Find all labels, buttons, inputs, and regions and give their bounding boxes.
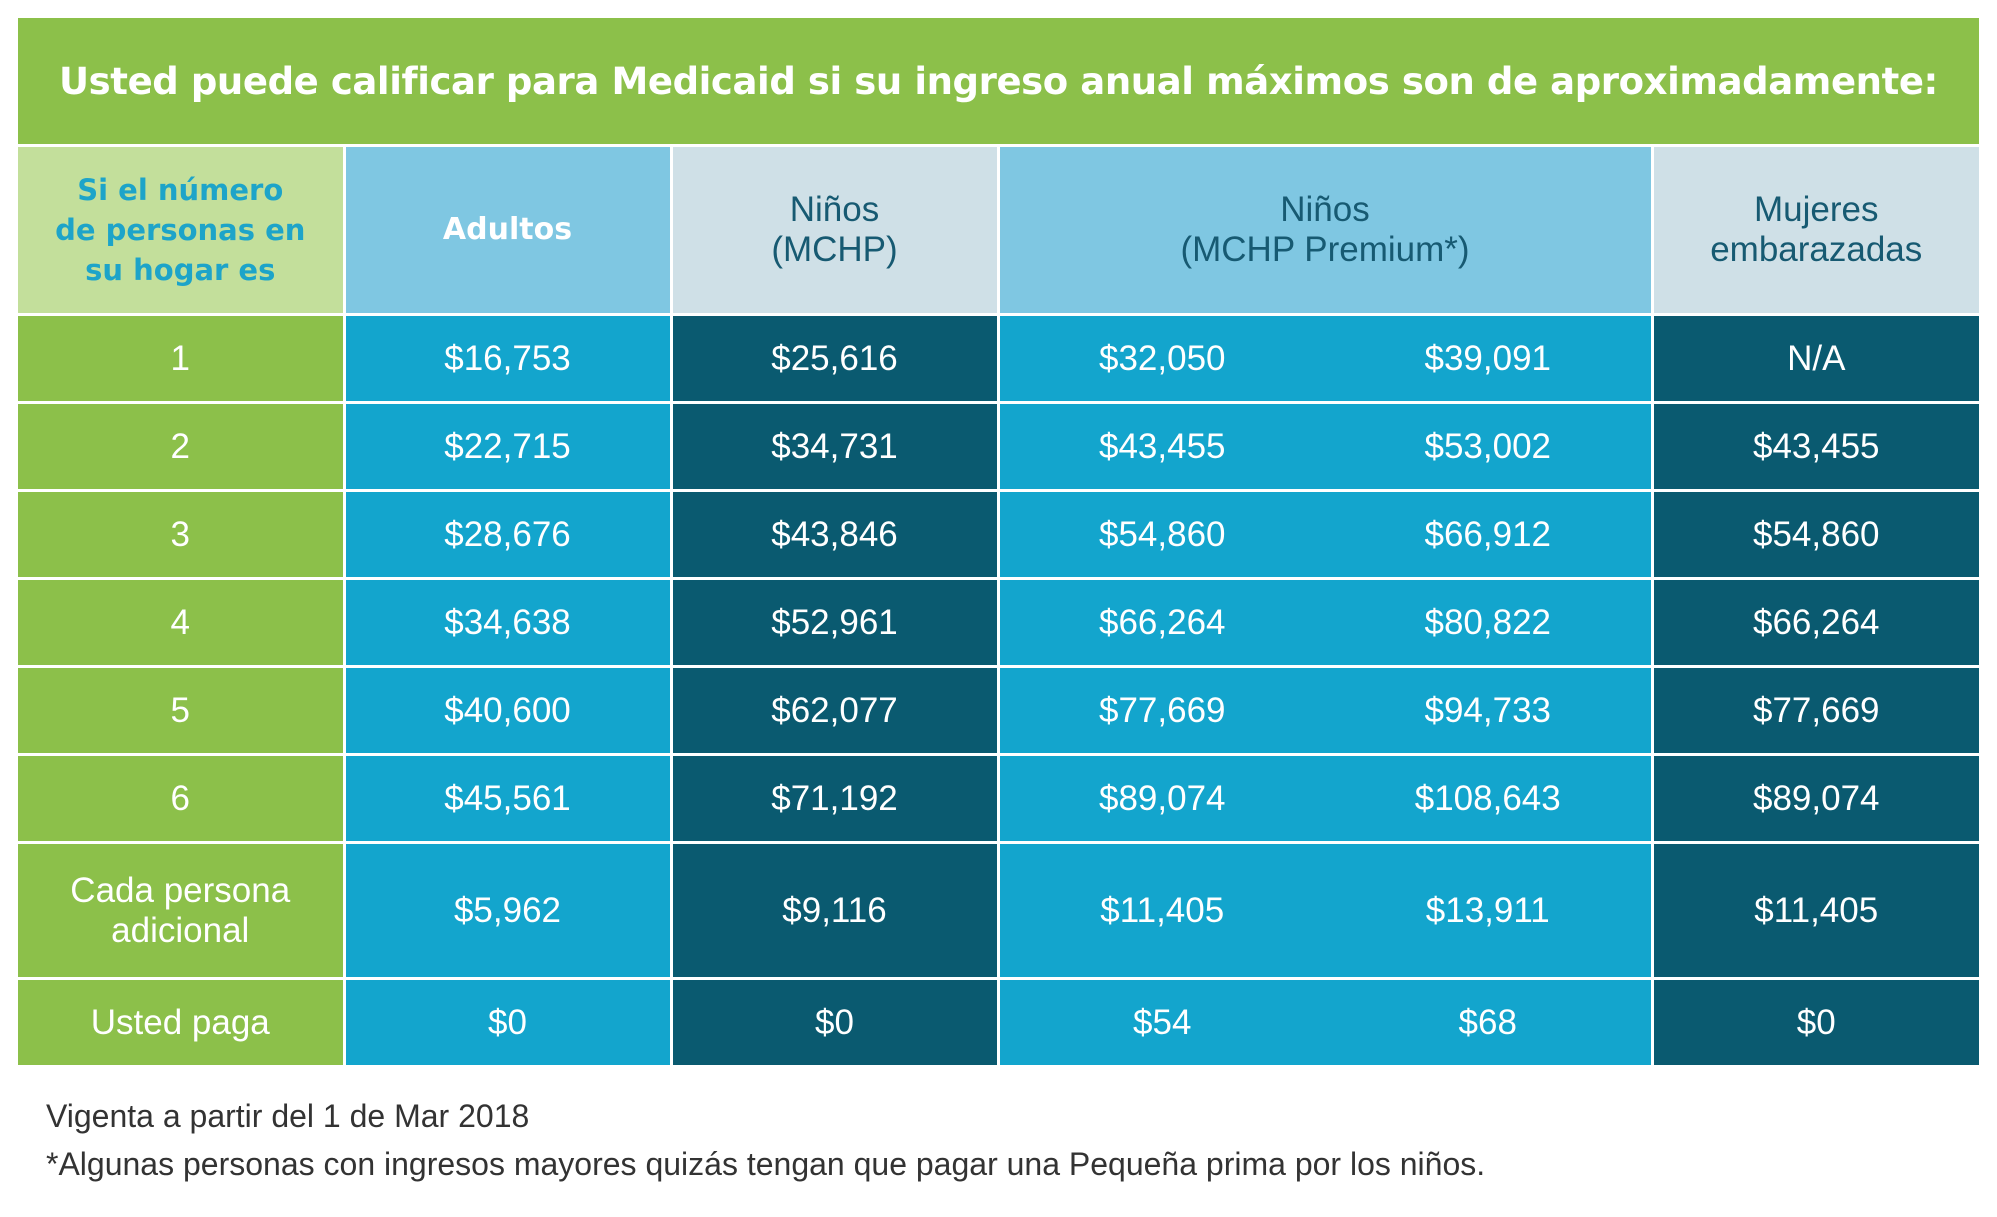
additional-person-row: Cada persona adicional $5,962 $9,116 $11… (18, 842, 1979, 980)
premium-high-cell: $53,002 (1325, 402, 1654, 492)
mchp-cell: $43,846 (671, 490, 1000, 580)
header-children-mchp: Niños (MCHP) (671, 147, 1000, 316)
mchp-cell: $0 (671, 978, 1000, 1065)
mchp-cell: $34,731 (671, 402, 1000, 492)
mchp-cell: $25,616 (671, 314, 1000, 404)
pregnant-cell: $43,455 (1652, 402, 1979, 492)
adults-cell: $0 (344, 978, 673, 1065)
household-size-cell: 4 (18, 578, 346, 668)
household-size-cell: 3 (18, 490, 346, 580)
pregnant-cell: $89,074 (1652, 754, 1979, 844)
household-size-cell: 2 (18, 402, 346, 492)
premium-low-cell: $54 (998, 978, 1325, 1065)
table-row: 5 $40,600 $62,077 $77,669 $94,733 $77,66… (18, 666, 1979, 756)
adults-cell: $16,753 (344, 314, 673, 404)
additional-person-label: Cada persona adicional (18, 842, 346, 980)
premium-high-cell: $108,643 (1325, 754, 1654, 844)
pregnant-cell: $0 (1652, 978, 1979, 1065)
adults-cell: $40,600 (344, 666, 673, 756)
household-size-cell: 6 (18, 754, 346, 844)
table-title: Usted puede calificar para Medicaid si s… (18, 18, 1979, 144)
household-size-cell: 5 (18, 666, 346, 756)
header-row: Si el número de personas en su hogar es … (18, 147, 1979, 316)
you-pay-label: Usted paga (18, 978, 346, 1065)
mchp-cell: $52,961 (671, 578, 1000, 668)
premium-low-cell: $43,455 (998, 402, 1325, 492)
pregnant-cell: $11,405 (1652, 842, 1979, 980)
header-children-mchp-premium: Niños (MCHP Premium*) (998, 147, 1654, 316)
pregnant-cell: N/A (1652, 314, 1979, 404)
adults-cell: $28,676 (344, 490, 673, 580)
table-row: 3 $28,676 $43,846 $54,860 $66,912 $54,86… (18, 490, 1979, 580)
pregnant-cell: $77,669 (1652, 666, 1979, 756)
premium-high-cell: $66,912 (1325, 490, 1654, 580)
adults-cell: $34,638 (344, 578, 673, 668)
premium-low-cell: $54,860 (998, 490, 1325, 580)
premium-low-cell: $32,050 (998, 314, 1325, 404)
adults-cell: $45,561 (344, 754, 673, 844)
header-pregnant-women: Mujeres embarazadas (1652, 147, 1979, 316)
premium-high-cell: $13,911 (1325, 842, 1654, 980)
premium-high-cell: $68 (1325, 978, 1654, 1065)
table-notes: Vigenta a partir del 1 de Mar 2018 *Algu… (46, 1092, 1485, 1188)
table-row: 6 $45,561 $71,192 $89,074 $108,643 $89,0… (18, 754, 1979, 844)
adults-cell: $5,962 (344, 842, 673, 980)
premium-high-cell: $94,733 (1325, 666, 1654, 756)
premium-low-cell: $77,669 (998, 666, 1325, 756)
mchp-cell: $9,116 (671, 842, 1000, 980)
income-grid: Si el número de personas en su hogar es … (18, 147, 1979, 1065)
premium-high-cell: $80,822 (1325, 578, 1654, 668)
effective-date-note: Vigenta a partir del 1 de Mar 2018 (46, 1098, 530, 1134)
medicaid-income-table: Usted puede calificar para Medicaid si s… (18, 18, 1979, 1065)
table-row: 1 $16,753 $25,616 $32,050 $39,091 N/A (18, 314, 1979, 404)
table-row: 4 $34,638 $52,961 $66,264 $80,822 $66,26… (18, 578, 1979, 668)
table-row: 2 $22,715 $34,731 $43,455 $53,002 $43,45… (18, 402, 1979, 492)
header-household-size: Si el número de personas en su hogar es (18, 147, 346, 316)
adults-cell: $22,715 (344, 402, 673, 492)
mchp-cell: $71,192 (671, 754, 1000, 844)
premium-high-cell: $39,091 (1325, 314, 1654, 404)
household-size-cell: 1 (18, 314, 346, 404)
you-pay-row: Usted paga $0 $0 $54 $68 $0 (18, 978, 1979, 1065)
title-divider (18, 144, 1979, 147)
mchp-cell: $62,077 (671, 666, 1000, 756)
pregnant-cell: $66,264 (1652, 578, 1979, 668)
footnote: *Algunas personas con ingresos mayores q… (46, 1146, 1486, 1182)
premium-low-cell: $89,074 (998, 754, 1325, 844)
pregnant-cell: $54,860 (1652, 490, 1979, 580)
premium-low-cell: $66,264 (998, 578, 1325, 668)
premium-low-cell: $11,405 (998, 842, 1325, 980)
header-adults: Adultos (344, 147, 673, 316)
